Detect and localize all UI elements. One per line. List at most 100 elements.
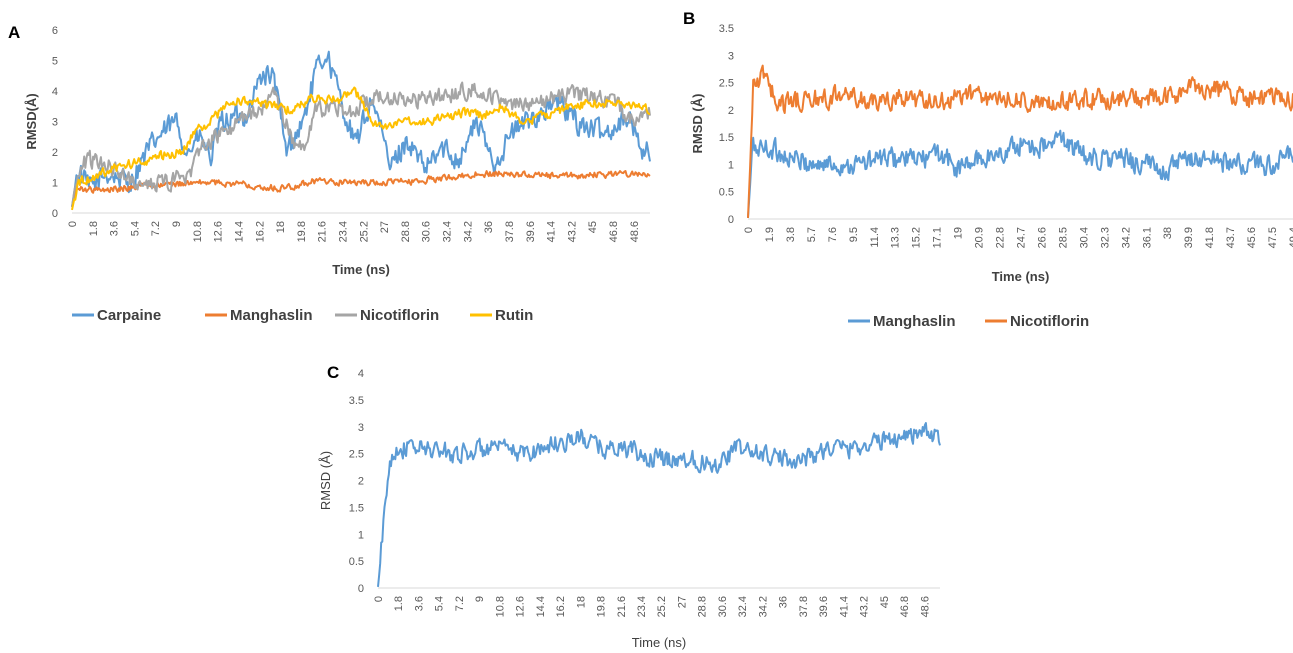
x-tick-label: 45 <box>587 221 599 233</box>
x-tick-label: 11.4 <box>869 227 881 248</box>
x-tick-label: 39.9 <box>1183 227 1195 248</box>
x-axis-title: Time (ns) <box>992 269 1050 284</box>
x-tick-label: 5.4 <box>434 596 446 611</box>
x-tick-label: 39.6 <box>818 596 830 617</box>
x-tick-label: 9 <box>474 596 486 602</box>
x-tick-label: 19.8 <box>596 596 608 617</box>
x-tick-label: 46.8 <box>899 596 911 617</box>
x-tick-label: 37.8 <box>798 596 810 617</box>
x-tick-label: 18 <box>275 221 287 233</box>
x-tick-label: 1.9 <box>764 227 776 242</box>
x-tick-label: 27 <box>676 596 688 608</box>
x-tick-label: 28.5 <box>1057 227 1069 248</box>
x-tick-label: 36 <box>778 596 790 608</box>
x-tick-label: 3.6 <box>109 221 121 236</box>
x-tick-label: 30.4 <box>1078 227 1090 248</box>
y-tick-label: 4 <box>52 86 58 98</box>
x-tick-label: 43.2 <box>566 221 578 242</box>
legend-label: Manghaslin <box>873 313 956 330</box>
x-tick-label: 41.4 <box>546 221 558 242</box>
x-tick-label: 34.2 <box>462 221 474 242</box>
x-tick-label: 48.6 <box>919 596 931 617</box>
x-tick-label: 5.4 <box>129 221 141 236</box>
x-tick-label: 1.8 <box>88 221 100 236</box>
y-tick-label: 1 <box>728 159 734 171</box>
x-tick-label: 0 <box>743 227 755 233</box>
x-tick-label: 47.5 <box>1267 227 1279 248</box>
x-tick-label: 10.8 <box>494 596 506 617</box>
x-tick-label: 26.6 <box>1036 227 1048 248</box>
legend-item-nicotiflorin: Nicotiflorin <box>335 307 439 324</box>
x-tick-label: 9 <box>171 221 183 227</box>
x-tick-label: 14.4 <box>233 221 245 242</box>
x-tick-label: 15.2 <box>911 227 923 248</box>
x-tick-label: 18 <box>575 596 587 608</box>
legend-item-nicotiflorin: Nicotiflorin <box>985 313 1089 330</box>
y-axis-title: RMSD(Å) <box>24 93 39 149</box>
y-tick-label: 0 <box>52 208 58 220</box>
y-tick-label: 2.5 <box>349 449 364 461</box>
y-tick-label: 1 <box>358 529 364 541</box>
x-tick-label: 36.1 <box>1141 227 1153 248</box>
x-tick-label: 30.6 <box>421 221 433 242</box>
chart-panel-b: 0 0.5 1 1.5 2 2.5 3 3.5 0 1.9 3.8 5.7 7.6 9.5 11.4 13.3… <box>690 23 1293 330</box>
x-tick-label: 23.4 <box>636 596 648 617</box>
x-tick-label: 43.2 <box>859 596 871 617</box>
x-tick-label: 37.8 <box>504 221 516 242</box>
x-tick-label: 13.3 <box>890 227 902 248</box>
x-tick-label: 25.2 <box>358 221 370 242</box>
series-line-rmsd <box>377 422 941 587</box>
x-tick-label: 28.8 <box>400 221 412 242</box>
panel-label-c: C <box>327 363 339 382</box>
x-tick-label: 39.6 <box>525 221 537 242</box>
x-tick-label: 34.2 <box>757 596 769 617</box>
legend-item-carpaine: Carpaine <box>72 307 161 324</box>
x-tick-label: 10.8 <box>192 221 204 242</box>
y-tick-label: 1.5 <box>349 502 364 514</box>
x-tick-label: 20.9 <box>974 227 986 248</box>
series-line-manghaslin <box>747 129 1293 218</box>
x-tick-label: 3.8 <box>785 227 797 242</box>
x-tick-label: 5.7 <box>806 227 818 242</box>
y-tick-label: 3 <box>52 117 58 129</box>
x-tick-label: 32.4 <box>737 596 749 617</box>
y-axis-title: RMSD (Å) <box>690 94 705 154</box>
series-line-nicotiflorin <box>747 64 1293 218</box>
x-tick-label: 48.6 <box>629 221 641 242</box>
x-tick-label: 28.8 <box>697 596 709 617</box>
y-tick-label: 1 <box>52 178 58 190</box>
x-tick-label: 32.4 <box>442 221 454 242</box>
y-tick-label: 5 <box>52 56 58 68</box>
y-axis-title: RMSD (Å) <box>318 451 333 510</box>
x-tick-label: 23.4 <box>338 221 350 242</box>
x-tick-label: 21.6 <box>317 221 329 242</box>
x-tick-label: 24.7 <box>1016 227 1028 248</box>
y-tick-label: 0.5 <box>719 187 734 199</box>
x-tick-label: 49.4 <box>1288 227 1293 248</box>
y-tick-label: 4 <box>358 368 364 380</box>
x-tick-label: 0 <box>67 221 79 227</box>
series-line-rutin <box>71 86 651 211</box>
legend-item-rutin: Rutin <box>470 307 533 324</box>
legend-label: Rutin <box>495 307 533 324</box>
y-tick-label: 3 <box>728 50 734 62</box>
y-tick-label: 0.5 <box>349 556 364 568</box>
x-tick-label: 41.8 <box>1204 227 1216 248</box>
x-tick-label: 9.5 <box>848 227 860 242</box>
x-tick-label: 12.6 <box>213 221 225 242</box>
y-tick-label: 1.5 <box>719 132 734 144</box>
legend-label: Manghaslin <box>230 307 313 324</box>
x-tick-label: 27 <box>379 221 391 233</box>
y-tick-label: 0 <box>728 214 734 226</box>
x-tick-label: 36 <box>483 221 495 233</box>
x-tick-label: 7.6 <box>827 227 839 242</box>
y-tick-label: 2.5 <box>719 78 734 90</box>
y-tick-label: 3.5 <box>719 23 734 35</box>
series-line-manghaslin <box>71 170 651 208</box>
x-tick-label: 34.2 <box>1120 227 1132 248</box>
x-tick-label: 25.2 <box>656 596 668 617</box>
y-tick-label: 2 <box>358 476 364 488</box>
x-tick-label: 45 <box>879 596 891 608</box>
x-tick-label: 30.6 <box>717 596 729 617</box>
